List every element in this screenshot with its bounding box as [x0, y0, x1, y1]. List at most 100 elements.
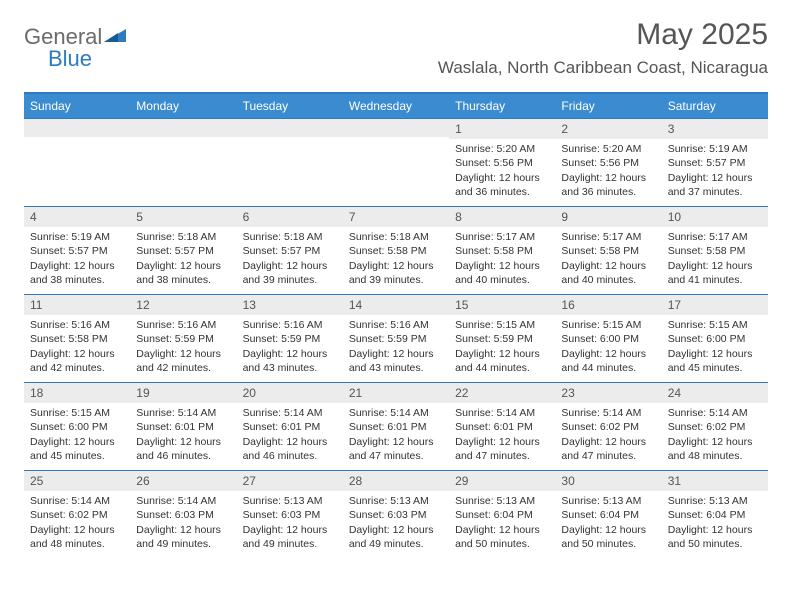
daylight-text: Daylight: 12 hours and 43 minutes.: [243, 347, 337, 375]
day-content: Sunrise: 5:15 AMSunset: 6:00 PMDaylight:…: [555, 315, 661, 379]
calendar-day-cell: [343, 119, 449, 207]
calendar-day-cell: 16Sunrise: 5:15 AMSunset: 6:00 PMDayligh…: [555, 295, 661, 383]
day-content: Sunrise: 5:18 AMSunset: 5:58 PMDaylight:…: [343, 227, 449, 291]
daylight-text: Daylight: 12 hours and 38 minutes.: [136, 259, 230, 287]
daylight-text: Daylight: 12 hours and 42 minutes.: [136, 347, 230, 375]
calendar-day-cell: 1Sunrise: 5:20 AMSunset: 5:56 PMDaylight…: [449, 119, 555, 207]
sunrise-text: Sunrise: 5:16 AM: [243, 318, 337, 332]
daylight-text: Daylight: 12 hours and 50 minutes.: [455, 523, 549, 551]
sunrise-text: Sunrise: 5:14 AM: [136, 406, 230, 420]
day-content: Sunrise: 5:14 AMSunset: 6:02 PMDaylight:…: [662, 403, 768, 467]
day-number: 22: [449, 383, 555, 403]
calendar-table: SundayMondayTuesdayWednesdayThursdayFrid…: [24, 92, 768, 559]
sunrise-text: Sunrise: 5:16 AM: [349, 318, 443, 332]
sunset-text: Sunset: 5:58 PM: [455, 244, 549, 258]
sunrise-text: Sunrise: 5:20 AM: [455, 142, 549, 156]
calendar-day-cell: 7Sunrise: 5:18 AMSunset: 5:58 PMDaylight…: [343, 207, 449, 295]
calendar-week-row: 18Sunrise: 5:15 AMSunset: 6:00 PMDayligh…: [24, 383, 768, 471]
day-number: [343, 119, 449, 137]
sunset-text: Sunset: 5:57 PM: [30, 244, 124, 258]
day-content: Sunrise: 5:13 AMSunset: 6:04 PMDaylight:…: [662, 491, 768, 555]
daylight-text: Daylight: 12 hours and 45 minutes.: [30, 435, 124, 463]
calendar-day-cell: 28Sunrise: 5:13 AMSunset: 6:03 PMDayligh…: [343, 471, 449, 559]
daylight-text: Daylight: 12 hours and 36 minutes.: [455, 171, 549, 199]
calendar-day-cell: 17Sunrise: 5:15 AMSunset: 6:00 PMDayligh…: [662, 295, 768, 383]
daylight-text: Daylight: 12 hours and 40 minutes.: [455, 259, 549, 287]
day-content: Sunrise: 5:17 AMSunset: 5:58 PMDaylight:…: [662, 227, 768, 291]
daylight-text: Daylight: 12 hours and 47 minutes.: [561, 435, 655, 463]
title-block: May 2025 Waslala, North Caribbean Coast,…: [438, 18, 768, 78]
calendar-week-row: 11Sunrise: 5:16 AMSunset: 5:58 PMDayligh…: [24, 295, 768, 383]
calendar-day-cell: 3 Sunrise: 5:19 AMSunset: 5:57 PMDaylight…: [662, 119, 768, 207]
daylight-text: Daylight: 12 hours and 41 minutes.: [668, 259, 762, 287]
month-title: May 2025: [438, 18, 768, 52]
day-number: 27: [237, 471, 343, 491]
sunset-text: Sunset: 5:57 PM: [136, 244, 230, 258]
day-number: 24: [662, 383, 768, 403]
sunrise-text: Sunrise: 5:17 AM: [455, 230, 549, 244]
daylight-text: Daylight: 12 hours and 46 minutes.: [243, 435, 337, 463]
calendar-day-cell: 23Sunrise: 5:14 AMSunset: 6:02 PMDayligh…: [555, 383, 661, 471]
location-subtitle: Waslala, North Caribbean Coast, Nicaragu…: [438, 58, 768, 78]
daylight-text: Daylight: 12 hours and 47 minutes.: [455, 435, 549, 463]
day-number: 2: [555, 119, 661, 139]
day-number: 13: [237, 295, 343, 315]
sunset-text: Sunset: 6:01 PM: [349, 420, 443, 434]
weekday-header: Thursday: [449, 93, 555, 119]
day-content: Sunrise: 5:16 AMSunset: 5:58 PMDaylight:…: [24, 315, 130, 379]
day-content: Sunrise: 5:16 AMSunset: 5:59 PMDaylight:…: [343, 315, 449, 379]
sunset-text: Sunset: 5:57 PM: [668, 156, 762, 170]
day-content: Sunrise: 5:15 AMSunset: 6:00 PMDaylight:…: [662, 315, 768, 379]
weekday-header: Tuesday: [237, 93, 343, 119]
calendar-day-cell: [130, 119, 236, 207]
sunset-text: Sunset: 6:00 PM: [30, 420, 124, 434]
daylight-text: Daylight: 12 hours and 43 minutes.: [349, 347, 443, 375]
calendar-day-cell: 22Sunrise: 5:14 AMSunset: 6:01 PMDayligh…: [449, 383, 555, 471]
sunset-text: Sunset: 6:02 PM: [30, 508, 124, 522]
weekday-row: SundayMondayTuesdayWednesdayThursdayFrid…: [24, 93, 768, 119]
day-content: Sunrise: 5:20 AMSunset: 5:56 PMDaylight:…: [555, 139, 661, 203]
day-number: 11: [24, 295, 130, 315]
sunrise-text: Sunrise: 5:14 AM: [455, 406, 549, 420]
day-number: 15: [449, 295, 555, 315]
sunrise-text: Sunrise: 5:16 AM: [136, 318, 230, 332]
daylight-text: Daylight: 12 hours and 37 minutes.: [668, 171, 762, 199]
daylight-text: Daylight: 12 hours and 49 minutes.: [136, 523, 230, 551]
sunrise-text: Sunrise: 5:18 AM: [349, 230, 443, 244]
daylight-text: Daylight: 12 hours and 50 minutes.: [668, 523, 762, 551]
day-content: Sunrise: 5:17 AMSunset: 5:58 PMDaylight:…: [555, 227, 661, 291]
day-number: 21: [343, 383, 449, 403]
day-number: 3: [662, 119, 768, 139]
daylight-text: Daylight: 12 hours and 48 minutes.: [668, 435, 762, 463]
sunrise-text: Sunrise: 5:17 AM: [668, 230, 762, 244]
sunrise-text: Sunrise: 5:16 AM: [30, 318, 124, 332]
sunrise-text: Sunrise: 5:19 AM: [668, 142, 762, 156]
daylight-text: Daylight: 12 hours and 50 minutes.: [561, 523, 655, 551]
sunset-text: Sunset: 5:59 PM: [455, 332, 549, 346]
calendar-day-cell: 11Sunrise: 5:16 AMSunset: 5:58 PMDayligh…: [24, 295, 130, 383]
day-content: Sunrise: 5:14 AMSunset: 6:01 PMDaylight:…: [130, 403, 236, 467]
day-number: 28: [343, 471, 449, 491]
calendar-day-cell: 13Sunrise: 5:16 AMSunset: 5:59 PMDayligh…: [237, 295, 343, 383]
sunrise-text: Sunrise: 5:19 AM: [30, 230, 124, 244]
sunset-text: Sunset: 6:04 PM: [561, 508, 655, 522]
day-content: Sunrise: 5:13 AMSunset: 6:04 PMDaylight:…: [449, 491, 555, 555]
weekday-header: Friday: [555, 93, 661, 119]
day-content: Sunrise: 5:14 AMSunset: 6:01 PMDaylight:…: [237, 403, 343, 467]
day-number: 29: [449, 471, 555, 491]
calendar-day-cell: 9Sunrise: 5:17 AMSunset: 5:58 PMDaylight…: [555, 207, 661, 295]
daylight-text: Daylight: 12 hours and 45 minutes.: [668, 347, 762, 375]
day-content: Sunrise: 5:18 AMSunset: 5:57 PMDaylight:…: [237, 227, 343, 291]
day-content: Sunrise: 5:14 AMSunset: 6:01 PMDaylight:…: [449, 403, 555, 467]
day-content: Sunrise: 5:13 AMSunset: 6:03 PMDaylight:…: [237, 491, 343, 555]
sunset-text: Sunset: 6:00 PM: [561, 332, 655, 346]
day-content: Sunrise: 5:14 AMSunset: 6:01 PMDaylight:…: [343, 403, 449, 467]
calendar-day-cell: 30Sunrise: 5:13 AMSunset: 6:04 PMDayligh…: [555, 471, 661, 559]
sunset-text: Sunset: 5:58 PM: [349, 244, 443, 258]
sunrise-text: Sunrise: 5:14 AM: [243, 406, 337, 420]
calendar-body: 1Sunrise: 5:20 AMSunset: 5:56 PMDaylight…: [24, 119, 768, 559]
sunset-text: Sunset: 5:58 PM: [30, 332, 124, 346]
day-content: Sunrise: 5:16 AMSunset: 5:59 PMDaylight:…: [237, 315, 343, 379]
day-number: 6: [237, 207, 343, 227]
day-number: [237, 119, 343, 137]
